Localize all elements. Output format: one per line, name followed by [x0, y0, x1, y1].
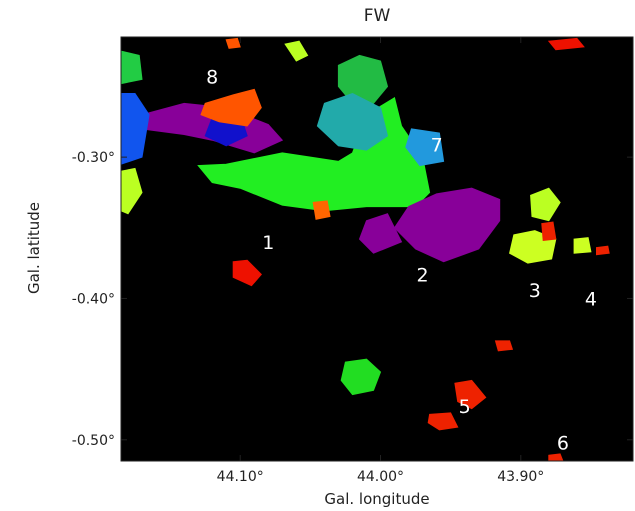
- clump-purple-2b: [358, 213, 403, 254]
- clump-red-3: [541, 221, 557, 242]
- clump-green-lower: [340, 358, 382, 396]
- y-tick-label: -0.50°: [72, 433, 115, 449]
- clump-red-left: [232, 259, 262, 287]
- clump-red-top-right: [547, 37, 585, 51]
- region-label: 5: [459, 396, 471, 418]
- y-tick-label: -0.40°: [72, 291, 115, 307]
- region-label: 7: [431, 134, 443, 156]
- clump-green-left-top: [120, 50, 143, 85]
- clump-red-4: [596, 245, 610, 256]
- x-axis-label: Gal. longitude: [324, 490, 430, 508]
- y-tick-label: -0.30°: [72, 150, 115, 166]
- chart-title: FW: [363, 6, 391, 26]
- clump-yellow-top: [284, 40, 309, 62]
- clump-orange-8: [200, 88, 262, 127]
- x-tick-label: 44.10°: [217, 469, 264, 485]
- region-label: 8: [206, 67, 218, 89]
- clump-orange-top: [225, 37, 241, 49]
- region-label: 1: [262, 232, 274, 254]
- clump-red-small-5: [494, 340, 514, 352]
- region-label: 4: [585, 289, 597, 311]
- region-label: 6: [557, 433, 569, 455]
- clump-green-upper: [337, 54, 389, 104]
- clump-yellow-4: [573, 237, 592, 254]
- x-tick-label: 43.90°: [497, 469, 544, 485]
- x-tick-label: 44.00°: [357, 469, 404, 485]
- clump-yellow-3a: [530, 187, 561, 222]
- clump-teal: [316, 92, 389, 151]
- clump-red-5a: [454, 379, 487, 410]
- plot-frame: [120, 36, 634, 462]
- region-label: 2: [417, 265, 429, 287]
- clump-cyan-7: [405, 128, 445, 167]
- region-label: 3: [529, 280, 541, 302]
- clump-red-6: [548, 453, 564, 462]
- clump-red-5b: [427, 412, 459, 431]
- clump-purple-2: [393, 187, 501, 263]
- clump-orange-mid: [312, 200, 331, 220]
